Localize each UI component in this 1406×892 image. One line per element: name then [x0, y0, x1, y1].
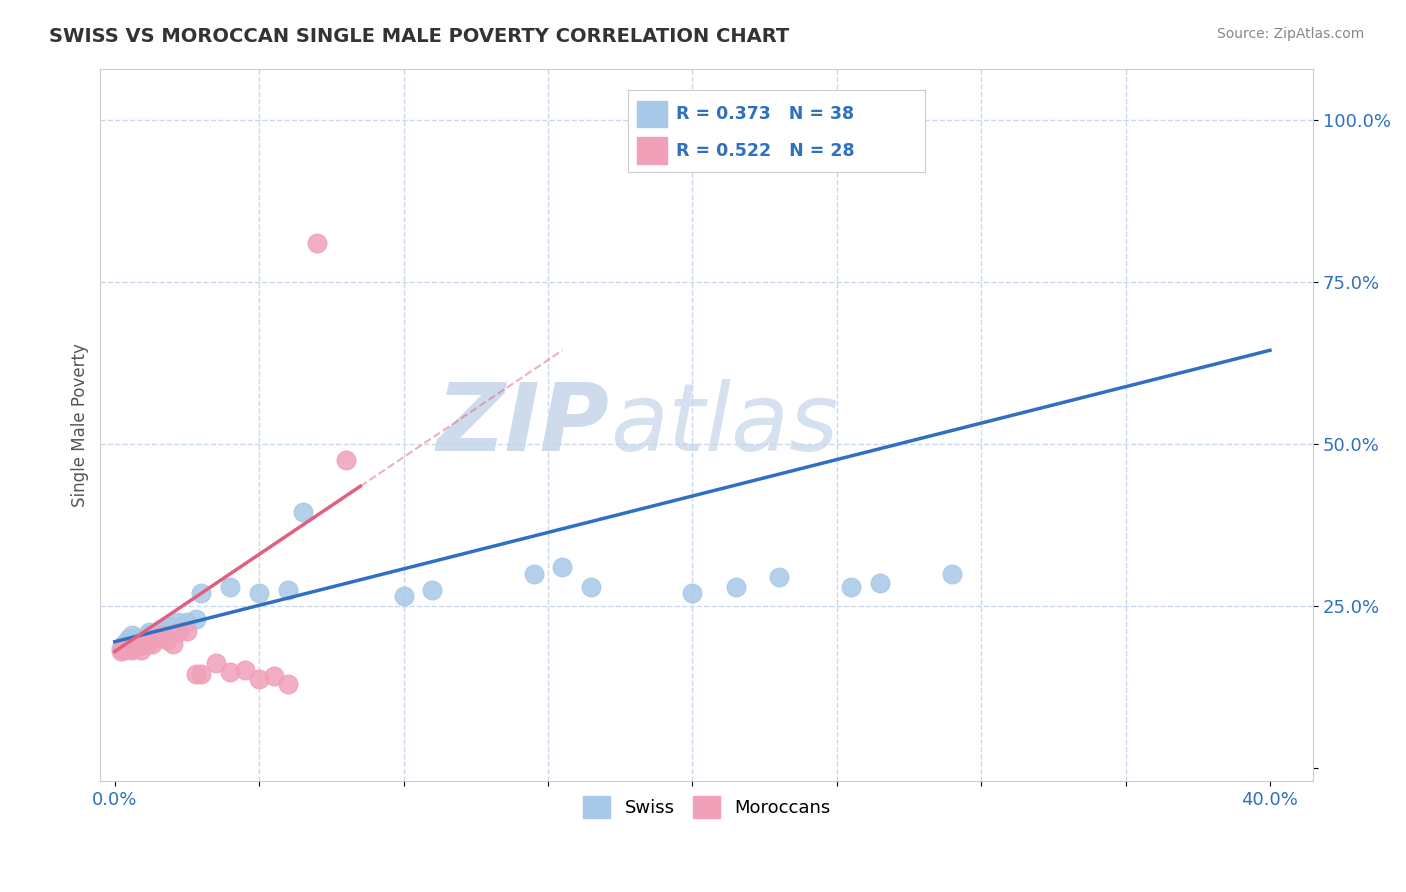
Point	[127, 632, 149, 646]
Point	[190, 586, 212, 600]
Point	[184, 667, 207, 681]
Point	[150, 628, 173, 642]
Point	[205, 656, 228, 670]
Text: Source: ZipAtlas.com: Source: ZipAtlas.com	[1216, 27, 1364, 41]
Point	[156, 618, 179, 632]
Point	[941, 566, 963, 581]
Point	[121, 628, 143, 642]
Point	[869, 576, 891, 591]
Point	[184, 612, 207, 626]
Point	[581, 580, 603, 594]
Point	[176, 615, 198, 630]
Point	[118, 632, 141, 646]
Y-axis label: Single Male Poverty: Single Male Poverty	[72, 343, 89, 507]
Point	[724, 580, 747, 594]
Point	[129, 634, 152, 648]
Point	[143, 628, 166, 642]
Point	[247, 672, 270, 686]
Point	[176, 624, 198, 638]
Point	[124, 634, 146, 648]
Point	[138, 625, 160, 640]
Point	[839, 580, 862, 594]
Point	[156, 632, 179, 647]
Point	[263, 669, 285, 683]
Point	[138, 634, 160, 648]
Point	[422, 582, 444, 597]
Point	[112, 643, 135, 657]
Point	[135, 637, 157, 651]
Legend: Swiss, Moroccans: Swiss, Moroccans	[576, 789, 838, 825]
Text: atlas: atlas	[610, 379, 838, 470]
Point	[112, 638, 135, 652]
Point	[247, 586, 270, 600]
Point	[305, 236, 328, 251]
Text: SWISS VS MOROCCAN SINGLE MALE POVERTY CORRELATION CHART: SWISS VS MOROCCAN SINGLE MALE POVERTY CO…	[49, 27, 789, 45]
Point	[115, 642, 138, 657]
Point	[127, 640, 149, 654]
Point	[132, 638, 155, 652]
Point	[124, 641, 146, 656]
Point	[219, 580, 242, 594]
Point	[118, 641, 141, 656]
Point	[146, 632, 169, 646]
Point	[115, 634, 138, 648]
Point	[167, 625, 190, 640]
Point	[132, 632, 155, 646]
Point	[150, 622, 173, 636]
Point	[522, 566, 544, 581]
Point	[277, 677, 299, 691]
Point	[277, 582, 299, 597]
Point	[110, 641, 132, 656]
Point	[291, 505, 314, 519]
Point	[233, 663, 256, 677]
Point	[190, 667, 212, 681]
Point	[335, 453, 357, 467]
Point	[141, 632, 163, 646]
Point	[135, 628, 157, 642]
Point	[219, 665, 242, 680]
Point	[110, 644, 132, 658]
Point	[392, 590, 415, 604]
Point	[121, 642, 143, 657]
Point	[162, 637, 184, 651]
Point	[551, 560, 574, 574]
Point	[129, 642, 152, 657]
Text: ZIP: ZIP	[437, 379, 610, 471]
Point	[167, 615, 190, 630]
Point	[162, 618, 184, 632]
Point	[768, 570, 790, 584]
Point	[141, 637, 163, 651]
Point	[681, 586, 703, 600]
